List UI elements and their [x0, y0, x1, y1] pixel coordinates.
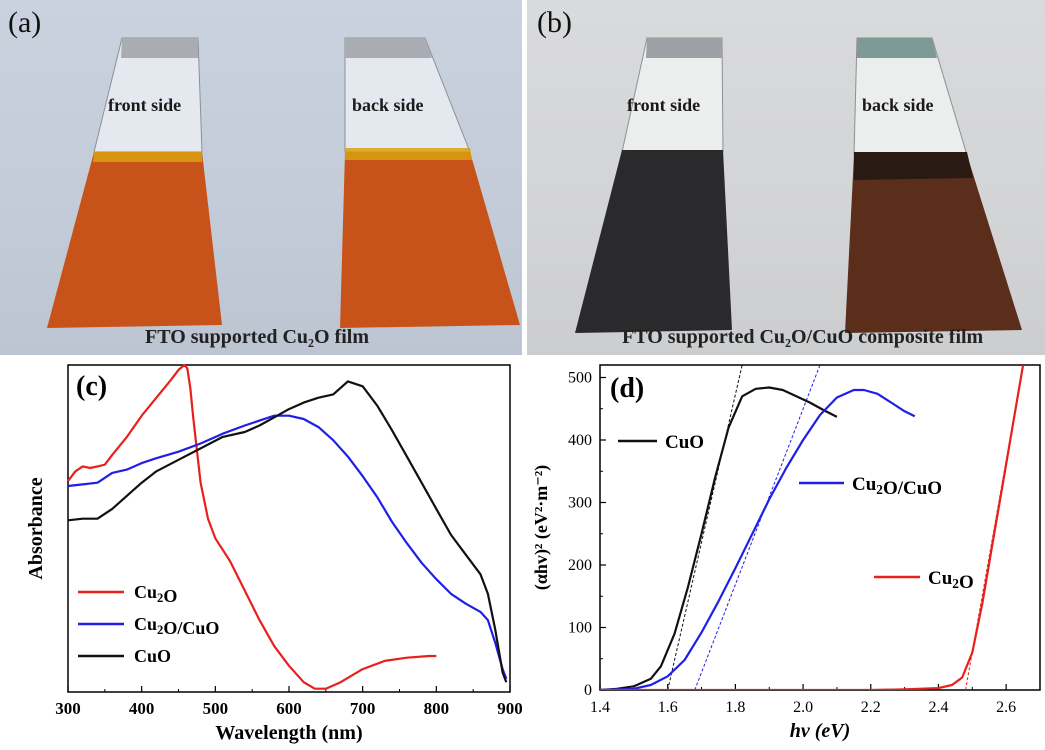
photo-panel-b: (b) front side back side FTO supported C…: [527, 0, 1045, 355]
y-tick-label: 300: [568, 495, 592, 512]
series-line-cuo: [67, 380, 508, 683]
panel-letter-d: (d): [610, 373, 644, 404]
y-tick-label: 200: [568, 557, 592, 574]
x-tick-label: 2.6: [996, 699, 1016, 716]
photo-caption-b: FTO supported Cu₂O/CuO composite film: [622, 326, 984, 348]
series-line-cuo: [600, 386, 838, 690]
series-label: Cu2O/CuO: [852, 474, 942, 499]
slide-back-film-dark-band: [854, 152, 973, 180]
slide-back-clip: [857, 38, 937, 58]
x-tick-label: 500: [203, 699, 229, 718]
x-axis-label: hv (eV): [790, 720, 851, 742]
slide-front-clip: [646, 38, 722, 58]
series-line-cu2o: [67, 363, 437, 690]
series-line-cu2o: [600, 365, 1025, 690]
slide-front-film-edge: [93, 152, 202, 162]
slide-back-film-edge: [345, 148, 472, 160]
x-tick-label: 2.4: [928, 699, 948, 716]
tangent-line-cu2o-cuo: [694, 365, 821, 690]
x-tick-label: 1.6: [658, 699, 678, 716]
composite-film-slides: [575, 37, 1022, 333]
plot-area: [600, 365, 1025, 690]
slide-back-film: [845, 155, 1022, 333]
x-axis-label: Wavelength (nm): [215, 722, 362, 744]
y-axis-label: Absorbance: [25, 477, 47, 579]
y-tick-label: 500: [568, 370, 592, 387]
x-tick-label: 600: [276, 699, 302, 718]
panel-letter-c: (c): [76, 371, 107, 402]
back-side-label: back side: [352, 95, 424, 115]
photo-caption-a: FTO supported Cu₂O film: [145, 326, 369, 348]
x-tick-label: 900: [497, 699, 522, 718]
photo-panel-a: (a) front side back side FTO supported C…: [0, 0, 522, 355]
series-line-cu2o-cuo: [67, 414, 508, 680]
x-tick-label: 1.8: [725, 699, 745, 716]
x-tick-label: 700: [350, 699, 376, 718]
series-line-cu2o-cuo: [600, 388, 916, 690]
slide-back-film: [340, 152, 520, 328]
legend-label: Cu2O: [134, 582, 177, 606]
absorbance-chart: 300 400 500 600 700 800 900 Wavelength (nm) Abso…: [25, 363, 522, 744]
plot-frame: [67, 364, 511, 693]
slide-front-film: [575, 150, 732, 333]
panel-letter-a: (a): [8, 6, 42, 39]
x-tick-label: 300: [55, 699, 81, 718]
slide-front-film: [47, 152, 222, 328]
slide-front-clip: [121, 38, 198, 58]
series-label: CuO: [665, 432, 704, 453]
x-tick-label: 2.2: [861, 699, 881, 716]
panel-letter-b: (b): [537, 6, 572, 39]
legend-label: CuO: [134, 646, 171, 666]
y-tick-label: 100: [568, 620, 592, 637]
x-tick-label: 1.4: [590, 699, 610, 716]
y-tick-label: 0: [584, 682, 592, 699]
cu2o-film-slides: [47, 37, 520, 328]
x-tick-label: 400: [129, 699, 155, 718]
back-side-label: back side: [862, 95, 934, 115]
y-axis-label: (αhv)² (eV²·m⁻²): [531, 465, 552, 590]
slide-back-clip: [345, 38, 432, 58]
y-tick-label: 400: [568, 432, 592, 449]
legend-label: Cu2O/CuO: [134, 614, 219, 638]
tangent-line-cuo: [667, 365, 743, 690]
tauc-plot-chart: 1.4 1.6 1.8 2.0 2.2 2.4 2.6 0 100 200 300 400 500 hv …: [531, 364, 1041, 742]
x-tick-label: 2.0: [793, 699, 813, 716]
front-side-label: front side: [627, 95, 701, 115]
series-label: Cu2O: [928, 568, 974, 593]
front-side-label: front side: [108, 95, 182, 115]
x-tick-label: 800: [424, 699, 450, 718]
